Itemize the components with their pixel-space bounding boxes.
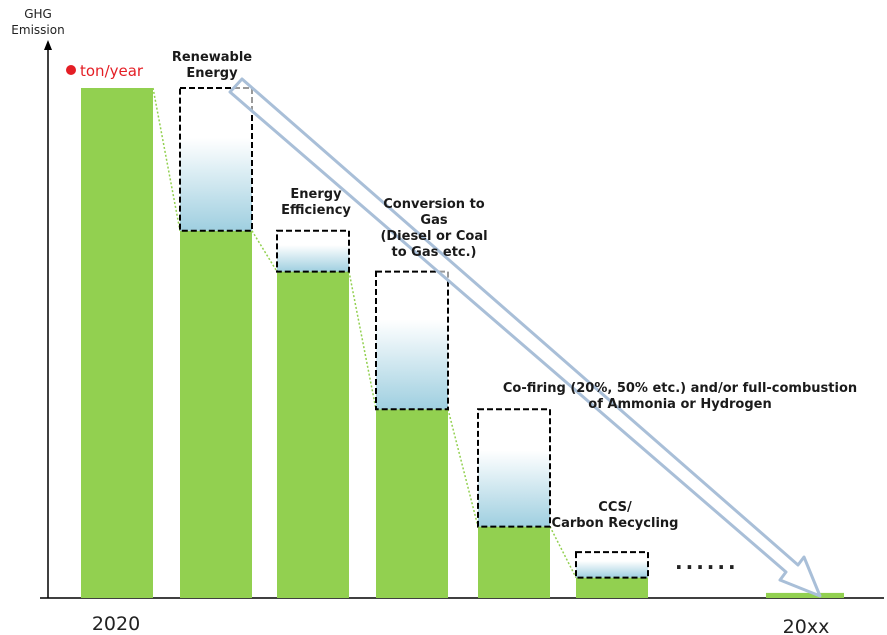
connector-2 [251,230,278,272]
y-axis-arrowhead [44,40,52,50]
reduction-fill-1 [180,88,252,231]
step-1-label-line-2: Energy [186,66,238,81]
step-5-label-line-2: Carbon Recycling [552,516,679,531]
step-1-label-line-1: Renewable [172,50,252,65]
bar-20xx [766,592,844,598]
reduction-box-2 [276,229,350,273]
step-3-label-line-2: Gas [420,213,447,228]
x-tick-2020: 2020 [92,613,140,635]
step-4-label-line-2: of Ammonia or Hydrogen [588,397,771,412]
connector-3 [348,271,377,410]
reduction-fill-2 [277,230,349,272]
connector-4 [447,409,479,527]
reduction-trend-arrow [228,77,822,598]
unit-label: ton/year [80,62,144,80]
y-axis-label-line-2: Emission [11,23,64,37]
reduction-box-3 [375,270,449,411]
reduction-box-4 [477,408,551,528]
y-axis-label-line-1: GHG [24,7,52,21]
reduction-fill-5 [576,552,648,578]
reduction-fill-4 [478,409,550,527]
connector-1 [152,87,181,231]
bar-step-1 [180,230,252,599]
step-3-label-line-3: (Diesel or Coal [380,229,487,244]
step-3-label-line-4: to Gas etc.) [392,245,477,260]
bar-step-2 [277,271,349,598]
bar-2020 [81,88,153,598]
step-2-label-line-2: Efficiency [281,203,351,218]
bar-step-4 [478,526,550,598]
reduction-fill-3 [376,271,448,410]
step-2-label-line-1: Energy [290,187,342,202]
reduction-box-5 [575,551,649,579]
reduction-box-1 [179,87,253,232]
x-tick-20xx: 20xx [783,616,830,635]
step-4-label-line-1: Co-firing (20%, 50% etc.) and/or full-co… [503,381,857,396]
unit-dot [66,65,76,75]
bar-step-3 [376,409,448,598]
step-3-label-line-1: Conversion to [383,197,485,212]
step-5-label-line-1: CCS/ [598,500,632,515]
bar-step-5 [576,577,648,598]
connector-5 [549,526,577,578]
continuation-dots: ...... [675,550,739,574]
